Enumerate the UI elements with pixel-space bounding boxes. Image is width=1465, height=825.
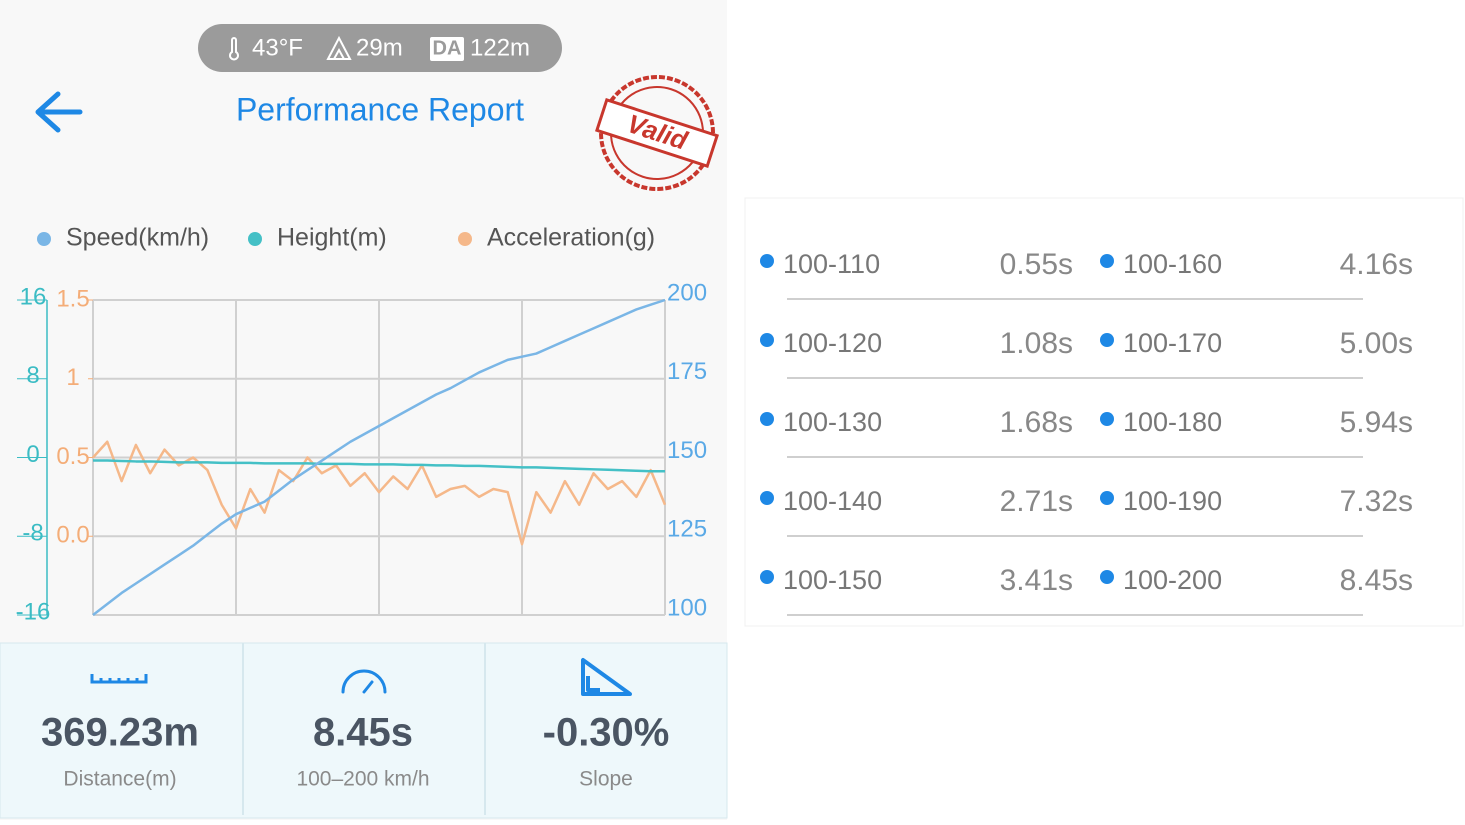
split-dot xyxy=(760,570,774,584)
y-tick-label: 0 xyxy=(26,441,39,468)
split-time: 3.41s xyxy=(1000,564,1073,597)
page-title: Performance Report xyxy=(236,91,524,127)
stat-value: 8.45s xyxy=(313,711,413,755)
split-range: 100-170 xyxy=(1123,328,1222,358)
y2-tick-label: 150 xyxy=(667,437,707,464)
split-time: 1.68s xyxy=(1000,406,1073,439)
mountain-icon xyxy=(326,35,352,60)
legend-label: Speed(km/h) xyxy=(66,224,209,252)
y2-tick-label: 125 xyxy=(667,516,707,543)
split-dot xyxy=(1100,254,1114,268)
y2-tick-label: 100 xyxy=(667,594,707,621)
split-range: 100-180 xyxy=(1123,407,1222,437)
split-dot xyxy=(760,254,774,268)
thermometer-icon xyxy=(229,37,239,61)
stat-value: -0.30% xyxy=(543,711,670,755)
series-line xyxy=(92,298,666,616)
split-time: 2.71s xyxy=(1000,485,1073,518)
temperature: 43°F xyxy=(252,34,303,61)
da-badge-bg xyxy=(430,37,464,61)
stat-label: Distance(m) xyxy=(63,768,176,791)
split-dot xyxy=(1100,412,1114,426)
conditions-pill xyxy=(198,24,562,72)
split-dot xyxy=(760,333,774,347)
split-range: 100-200 xyxy=(1123,565,1222,595)
split-range: 100-140 xyxy=(783,486,882,516)
split-time: 0.55s xyxy=(1000,248,1073,281)
legend-dot xyxy=(458,232,472,246)
density-altitude: 122m xyxy=(470,34,530,61)
split-time: 4.16s xyxy=(1340,248,1413,281)
split-dot xyxy=(760,412,774,426)
split-range: 100-160 xyxy=(1123,249,1222,279)
distance-icon xyxy=(90,674,148,684)
split-time: 5.94s xyxy=(1340,406,1413,439)
y3-tick-label: 0.5 xyxy=(56,443,89,470)
stat-label: Slope xyxy=(579,768,633,791)
y2-tick-label: 175 xyxy=(667,358,707,385)
split-dot xyxy=(1100,491,1114,505)
y3-tick-label: 1.5 xyxy=(56,285,89,312)
split-time: 1.08s xyxy=(1000,327,1073,360)
slope-icon xyxy=(581,658,632,696)
altitude: 29m xyxy=(356,34,403,61)
split-dot xyxy=(1100,570,1114,584)
split-range: 100-120 xyxy=(783,328,882,358)
y3-tick-label: 0.0 xyxy=(56,522,89,549)
stat-value: 369.23m xyxy=(41,711,199,755)
y-tick-label: -8 xyxy=(22,520,43,547)
split-range: 100-130 xyxy=(783,407,882,437)
legend-dot xyxy=(37,232,51,246)
back-button[interactable] xyxy=(35,91,83,133)
y-tick-label: 8 xyxy=(26,362,39,389)
series-line xyxy=(92,440,667,546)
splits-panel xyxy=(744,197,1464,627)
split-time: 7.32s xyxy=(1340,485,1413,518)
split-range: 100-110 xyxy=(783,249,880,279)
y3-tick-label: 1 xyxy=(66,364,79,391)
split-time: 5.00s xyxy=(1340,327,1413,360)
split-range: 100-190 xyxy=(1123,486,1222,516)
legend-label: Height(m) xyxy=(277,224,387,252)
split-dot xyxy=(760,491,774,505)
split-time: 8.45s xyxy=(1340,564,1413,597)
split-dot xyxy=(1100,333,1114,347)
stat-label: 100–200 km/h xyxy=(296,768,429,791)
y2-tick-label: 200 xyxy=(667,279,707,306)
y-tick-label: -16 xyxy=(16,598,51,625)
split-range: 100-150 xyxy=(783,565,882,595)
legend-dot xyxy=(248,232,262,246)
legend-label: Acceleration(g) xyxy=(487,224,655,252)
y-tick-label: 16 xyxy=(20,283,47,310)
speed-icon xyxy=(341,669,387,694)
series-line xyxy=(93,459,665,473)
da-badge: DA xyxy=(433,37,462,59)
